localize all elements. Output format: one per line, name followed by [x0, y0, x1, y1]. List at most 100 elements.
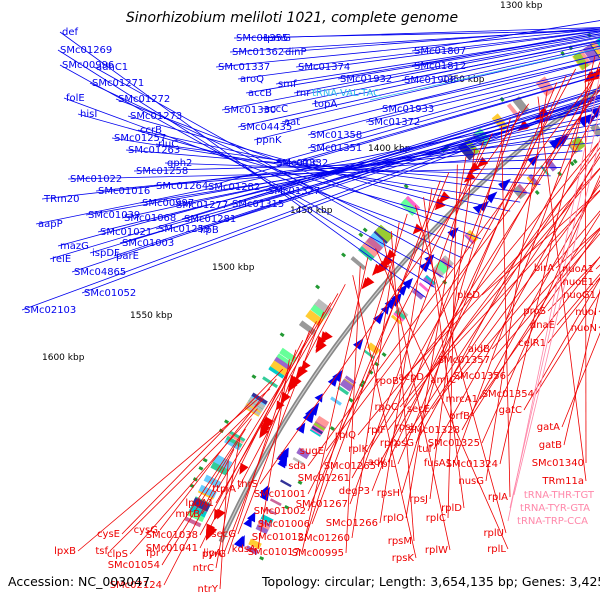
gc-skew-marker [284, 505, 290, 510]
reverse-gene-label: SMc01038 [146, 530, 198, 541]
reverse-gene-label: nuoA1 [562, 264, 594, 275]
map-title: Sinorhizobium meliloti 1021, complete ge… [126, 10, 458, 26]
gc-content-marker [251, 374, 257, 380]
inner-track-block [248, 395, 267, 410]
label-leader-line [259, 103, 530, 485]
gc-skew-marker [259, 556, 265, 561]
forward-gene-label: SMc01273 [130, 111, 182, 122]
reverse-gene-label: mrtB [175, 509, 200, 520]
reverse-gene-label: SMc01261 [298, 473, 350, 484]
reverse-gene-label: tuf [418, 444, 432, 455]
forward-gene-label: def [62, 27, 79, 38]
forward-gene-label: SMc01362 [232, 47, 284, 58]
forward-gene-label: SMc01932 [340, 74, 392, 85]
reverse-gene-label: birA [534, 263, 554, 274]
reverse-gene-label: gatB [539, 440, 562, 451]
reverse-gene-label: nusG [458, 476, 484, 487]
label-leader-line [400, 167, 600, 382]
outer-feature-track [245, 123, 600, 555]
reverse-gene-label: rplA [488, 492, 508, 503]
label-leader-line [159, 378, 277, 531]
reverse-gene-label: TRm11a [541, 476, 584, 487]
forward-gene-arrow [477, 200, 490, 212]
inner-track-block [405, 195, 421, 211]
reverse-gene-label: rpsJ [409, 494, 428, 505]
reverse-gene-label: SMc00995 [292, 548, 344, 559]
label-leader-line [365, 66, 600, 123]
label-leader-line [349, 140, 484, 505]
inner-track-block [400, 199, 417, 216]
reverse-trna-label: tRNA-TRP-CCA [517, 516, 588, 527]
forward-gene-label: SMc00996 [62, 60, 114, 71]
reverse-gene-label: rpsG [391, 438, 414, 449]
reverse-gene-label: fpr [146, 548, 161, 559]
forward-gene-label: SMc01039 [88, 210, 140, 221]
outer-track-block [366, 342, 381, 355]
reverse-gene-label: rplQ [335, 430, 356, 441]
label-leader-line [81, 99, 600, 294]
reverse-gene-label: ttpiA [212, 484, 236, 495]
tick-label: 1450 kbp [290, 206, 333, 216]
inner-track-block [184, 516, 202, 528]
reverse-gene-label: SMc01260 [298, 533, 350, 544]
label-leader-line [237, 45, 600, 128]
label-leader-line [237, 30, 600, 80]
label-leader-line [461, 179, 600, 431]
inner-track-block [298, 320, 316, 335]
inner-track-block [269, 360, 289, 377]
inner-track-block [350, 256, 366, 271]
forward-gene-label: rluC [158, 139, 178, 150]
reverse-gene-label: rplW [425, 545, 448, 556]
outer-track-block [438, 255, 454, 271]
forward-gene-label: SMc01282 [208, 182, 260, 193]
reverse-gene-labels: nuoA1 nuoE1 birA nuoG1 proS nuoI pleD dnaE nuoN c… [54, 263, 597, 595]
label-leader-line [485, 89, 548, 482]
label-leader-line [397, 82, 558, 465]
reverse-gene-label: acpD [398, 372, 424, 383]
reverse-gene-label: SMc01054 [108, 560, 160, 571]
forward-gene-label: SMc01933 [382, 104, 434, 115]
forward-gene-label: smf [278, 79, 297, 90]
reverse-gene-label: SMc01266 [326, 518, 378, 529]
label-leader-line [215, 28, 600, 68]
inner-track-block [402, 196, 420, 214]
label-leader-line [237, 284, 346, 490]
gc-content-marker [403, 183, 409, 189]
label-leader-line [415, 104, 600, 444]
reverse-gene-label: SMc01357 [438, 355, 490, 366]
outer-track-block [433, 265, 445, 277]
reverse-gene-label: mrcA1 [446, 394, 478, 405]
label-leader-line [417, 156, 600, 428]
label-leader-line [181, 90, 600, 220]
label-leader-line [111, 137, 521, 203]
outer-track-block [390, 314, 403, 325]
forward-gene-label: SMc01355 [236, 33, 288, 44]
label-leader-line [352, 275, 417, 559]
label-leader-line [121, 368, 284, 535]
forward-gene-arrow [380, 305, 390, 315]
label-leader-line [479, 228, 600, 400]
label-leader-line [307, 67, 600, 149]
reverse-gene-arrow [208, 525, 218, 539]
label-leader-line [219, 459, 229, 590]
forward-gene-label: SMc02103 [24, 305, 76, 316]
forward-gene-label: lipB [200, 225, 219, 236]
label-leader-line [311, 180, 441, 525]
label-leader-line [500, 125, 511, 498]
reverse-gene-label: rplL [487, 544, 506, 555]
reverse-gene-label: nuoG1 [563, 290, 596, 301]
label-leader-line [584, 62, 587, 464]
label-leader-line [491, 227, 600, 350]
label-leader-line [401, 118, 511, 494]
label-leader-line [265, 87, 600, 192]
outer-track-block [257, 521, 270, 530]
reverse-gene-label: rpoC [374, 402, 398, 413]
forward-gene-label: SMc01016 [98, 186, 150, 197]
reverse-gene-label: rplF [367, 425, 386, 436]
label-leader-line [423, 197, 465, 509]
reverse-gene-label: rplK [348, 444, 368, 455]
reverse-gene-label: proS [523, 306, 546, 317]
forward-gene-label: accC [264, 104, 288, 115]
label-leader-line [433, 151, 600, 450]
gc-skew-marker [569, 161, 575, 167]
